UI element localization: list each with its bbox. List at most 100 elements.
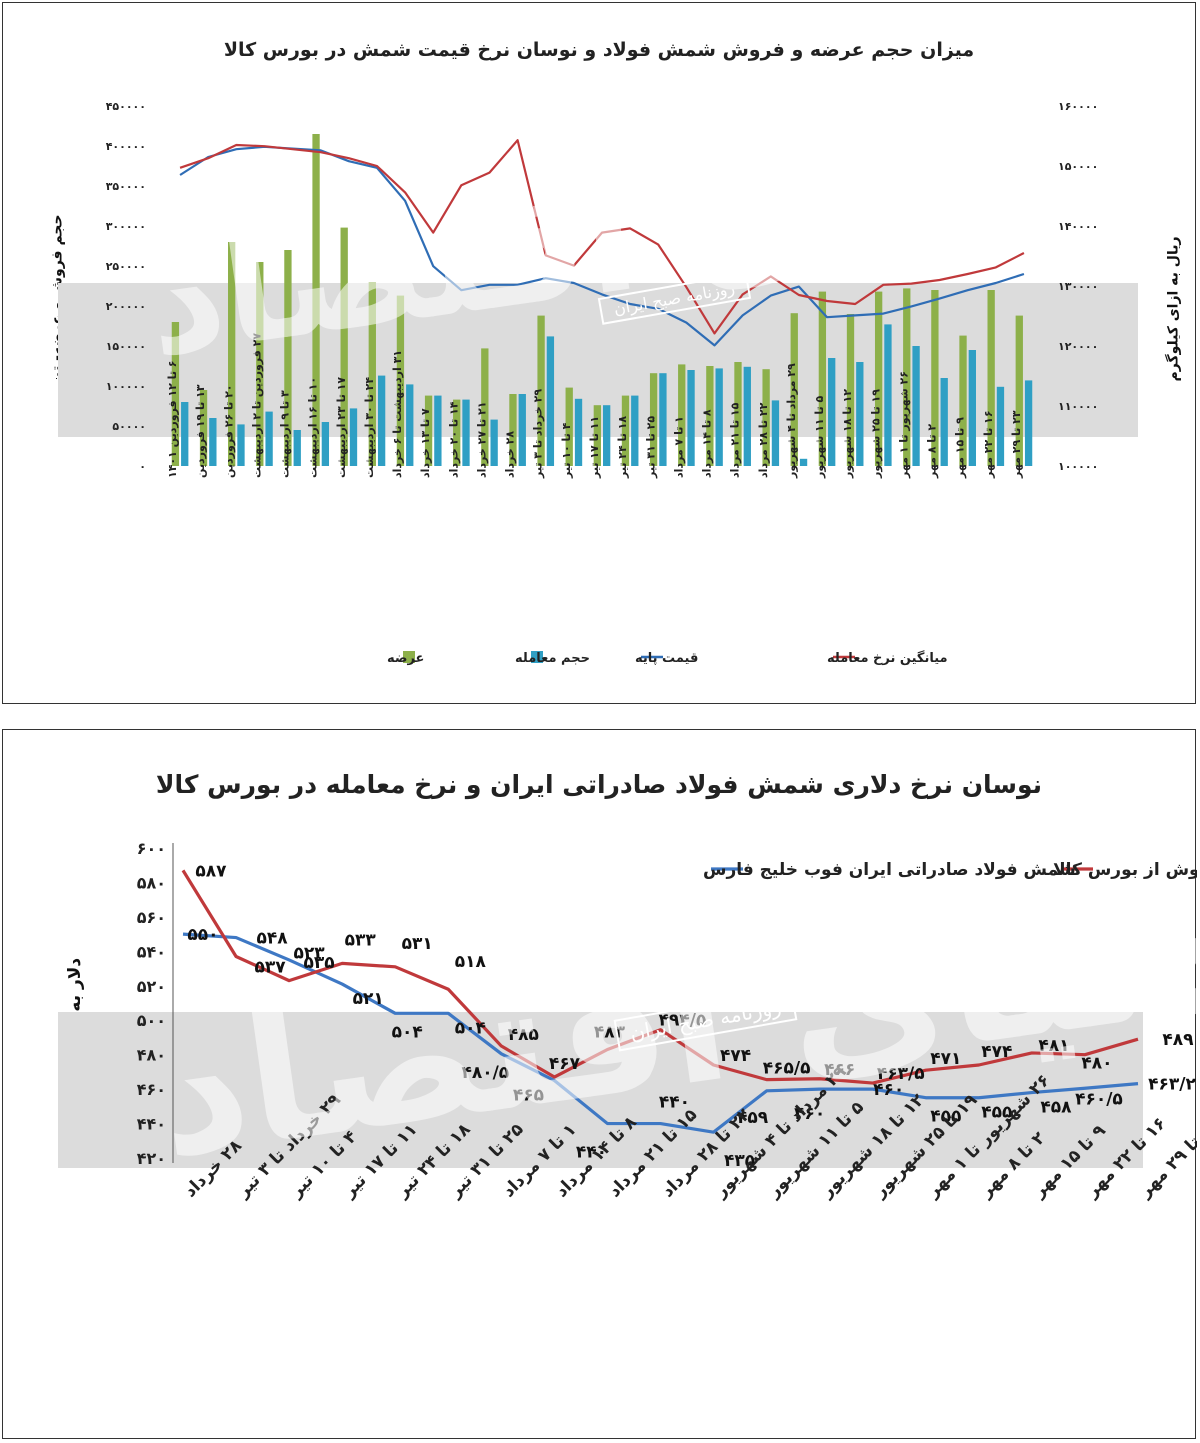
bar-supply <box>1015 315 1023 466</box>
legend-label: میانگین نرخ فروش از بورس کالا <box>1053 859 1197 880</box>
bar-supply <box>565 387 573 466</box>
data-label-exchange: ۵۱۸ <box>455 952 487 972</box>
x-tick-label: ۶ تا ۱۲ فروردین ۱۴۰۱ <box>166 361 179 479</box>
data-label-export: ۴۶۰ <box>873 1080 904 1100</box>
bar-supply <box>903 288 911 466</box>
data-label-export: ۴۵۸ <box>1040 1098 1072 1118</box>
bar-volume <box>321 422 330 466</box>
legend-label: قیمت پایه <box>635 651 698 666</box>
bar-volume <box>209 418 217 466</box>
data-label-export: ۴۶۰ <box>794 1104 825 1124</box>
data-label-export: ۴۶۵ <box>513 1086 544 1106</box>
data-label-exchange: ۴۶۶ <box>824 1060 855 1080</box>
data-label-exchange: ۴۸۳ <box>594 1023 626 1043</box>
x-tick-label: ۱۴ تا ۲۰ خرداد <box>447 401 460 478</box>
legend-swatch-box <box>403 651 415 663</box>
bar-volume <box>828 358 836 466</box>
data-label-export: ۴۵۵ <box>930 1107 961 1127</box>
bar-supply <box>537 315 545 466</box>
data-label-export: ۵۴۸ <box>256 929 288 949</box>
chart1-plot: ۰ ۵۰۰۰۰ ۱۰۰۰۰۰ ۱۵۰۰۰۰ ۲۰۰۰۰۰ ۲۵۰۰۰۰ ۳۰۰۰۰۰ ۳۵۰۰… <box>58 100 1138 666</box>
left-tick-label: ۲۵۰۰۰۰ <box>106 260 146 273</box>
bar-volume <box>687 370 695 466</box>
y-tick-label: ۵۰۰ <box>137 1011 166 1030</box>
bar-volume <box>265 411 273 466</box>
bar-volume <box>490 419 498 466</box>
bar-supply <box>706 366 714 466</box>
line-export-price <box>182 932 1139 1134</box>
data-label-exchange: ۴۷۴ <box>981 1042 1012 1062</box>
data-label-export: ۴۵۹ <box>737 1108 769 1128</box>
left-tick-label: ۲۰۰۰۰۰ <box>106 300 146 313</box>
data-label-export: ۴۴۰ <box>576 1143 607 1163</box>
bar-volume <box>1024 380 1033 466</box>
bar-volume <box>968 350 976 466</box>
watermark-band <box>58 1012 1143 1168</box>
bar-volume <box>940 378 948 466</box>
bar-supply <box>171 322 180 466</box>
legend-item: حجم معامله <box>515 651 590 666</box>
bar-volume <box>349 408 358 466</box>
bar-volume <box>518 394 526 466</box>
data-label-exchange: ۴۸۵ <box>508 1025 539 1045</box>
x-tick-label: ۴ تا ۱۰ تیر <box>560 422 573 479</box>
bar-supply <box>593 405 601 466</box>
legend-item: عرضه <box>387 651 424 666</box>
x-tick-label: ۸ تا ۱۴ مرداد <box>701 409 714 478</box>
bar-volume <box>181 402 189 466</box>
bar-supply <box>678 364 686 466</box>
x-tick-label: ۲۱ تا ۲۷ خرداد <box>475 402 488 478</box>
data-label-export: ۵۰۴ <box>455 1018 486 1038</box>
data-label-export: ۴۳۵ <box>724 1151 755 1171</box>
chart-title: میزان حجم عرضه و فروش شمش فولاد و نوسان … <box>223 39 975 61</box>
bar-supply <box>621 395 630 466</box>
data-label-exchange: ۴۶۳/۵ <box>877 1064 925 1084</box>
bar-volume <box>462 399 470 466</box>
bar-volume <box>406 384 414 466</box>
bar-supply <box>818 291 827 466</box>
chart-panel-dollar-price: نوسان نرخ دلاری شمش فولاد صادراتی ایران … <box>2 729 1200 1439</box>
legend-label: عرضه <box>387 651 424 666</box>
y-tick-label: ۴۴۰ <box>137 1115 166 1134</box>
data-label-exchange: ۴۸۱ <box>1038 1036 1069 1056</box>
y-tick-label: ۴۶۰ <box>137 1080 166 1099</box>
x-tick-label: ۲۶ شهریور تا ۱ مهر <box>897 371 910 479</box>
data-label-exchange: ۵۲۳ <box>294 944 326 964</box>
left-tick-label: ۴۵۰۰۰۰ <box>106 100 146 113</box>
data-label-exchange: ۴۶۵/۵ <box>763 1059 811 1079</box>
x-tick-label: ۲۲ تا ۲۸ مرداد <box>757 402 770 478</box>
x-tick-label: ۹ تا ۱۵ مهر <box>954 417 967 479</box>
bar-volume <box>659 373 667 466</box>
bar-volume <box>799 458 808 466</box>
x-tick-label: ۱۰ تا ۱۶ اردیبهشت <box>307 377 320 478</box>
left-tick-label: ۵۰۰۰۰ <box>112 420 146 433</box>
legend-item: شمش فولاد صادراتی ایران فوب خلیج فارس <box>703 860 1076 880</box>
left-tick-label: ۰ <box>139 460 146 473</box>
bar-volume <box>434 395 442 466</box>
y-tick-label: ۵۲۰ <box>137 977 166 996</box>
bar-supply <box>199 390 208 466</box>
bar-volume <box>546 336 555 466</box>
bar-volume <box>377 375 386 466</box>
x-tick-label: ۳۱ اردیبهشت تا ۶ خرداد <box>391 350 404 478</box>
data-label-exchange: ۵۳۱ <box>402 934 433 954</box>
bar-volume <box>912 346 920 466</box>
line-exchange-price <box>181 869 1139 1085</box>
data-label-export: ۴۵۵ <box>981 1103 1012 1123</box>
bar-supply <box>284 250 292 466</box>
x-tick-label: ۲۴ تا ۳۰ اردیبهشت <box>363 377 376 478</box>
data-label-exchange: ۴۶۷ <box>549 1054 581 1074</box>
x-tick-label: ۱۶ تا ۲۲ مهر <box>982 410 995 479</box>
bar-supply <box>734 362 742 466</box>
data-label-exchange: ۵۳۳ <box>345 930 377 950</box>
right-tick-label: ۱۱۰۰۰۰ <box>1058 400 1098 413</box>
x-tick-label: ۲۰ تا ۲۶ فروردین <box>222 384 235 478</box>
bar-supply <box>959 335 967 466</box>
y-tick-label: ۵۴۰ <box>137 942 166 961</box>
data-label-export: ۴۸۰/۵ <box>461 1063 509 1083</box>
x-tick-label: ۵ تا ۱۱ شهریور <box>813 396 826 479</box>
y-tick-label: ۵۶۰ <box>137 908 166 927</box>
bar-volume <box>715 368 723 466</box>
right-tick-label: ۱۵۰۰۰۰ <box>1058 160 1098 173</box>
left-tick-label: ۳۰۰۰۰۰ <box>106 220 146 233</box>
